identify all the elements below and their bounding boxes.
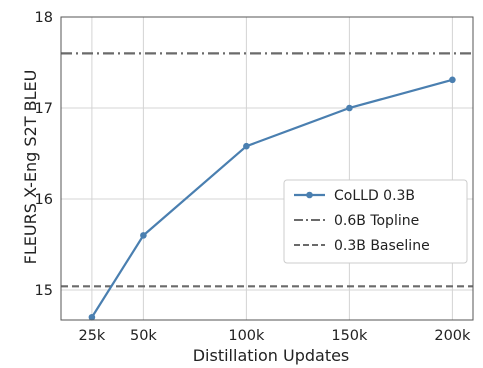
y-tick-label: 18 [35,10,53,26]
x-tick-label: 50k [130,328,157,344]
x-axis-label: Distillation Updates [193,346,350,365]
x-tick-label: 25k [78,328,105,344]
legend-label-baseline: 0.3B Baseline [334,238,430,254]
y-axis-label: FLEURS X-Eng S2T BLEU [21,70,40,265]
y-tick-label: 15 [35,283,53,299]
x-tick-label: 200k [434,328,471,344]
legend-marker-series [306,191,313,199]
grid-lines [61,16,473,320]
data-point [243,142,250,150]
data-point [140,232,147,239]
x-tick-label: 150k [331,328,368,344]
axis-frame [60,16,474,321]
plot-frame [60,16,474,321]
legend: CoLLD 0.3B 0.6B Topline 0.3B Baseline [283,179,468,264]
legend-label-series: CoLLD 0.3B [334,188,415,204]
series-lines [88,76,456,321]
data-point [88,313,96,321]
legend-label-topline: 0.6B Topline [334,213,419,229]
data-point [346,104,353,112]
tick-labels: 25k 50k 100k 150k 200k 15 16 17 18 [35,10,471,344]
y-tick-label: 16 [35,192,53,208]
legend-box [283,179,468,264]
reference-lines [61,52,473,288]
data-point [449,76,456,84]
x-tick-label: 100k [228,328,265,344]
y-tick-label: 17 [35,101,53,117]
